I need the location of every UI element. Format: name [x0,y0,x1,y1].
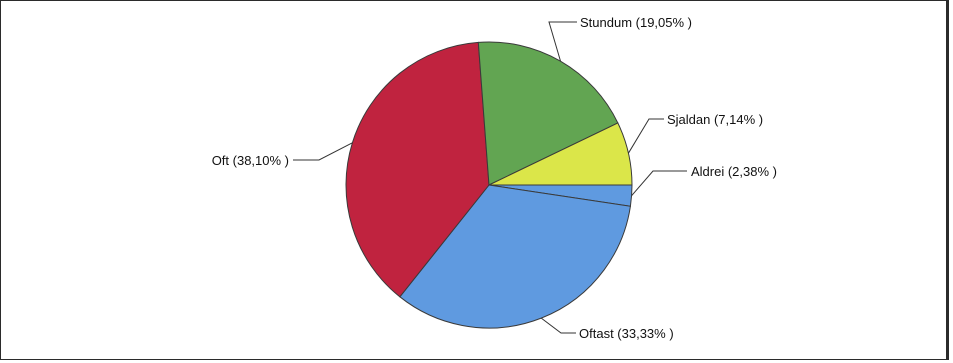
leader-oft [293,142,353,161]
slice-oft [345,41,490,298]
label-oft: Oft (38,10% ) [212,153,289,168]
leader-stundum [548,21,577,62]
slice-oftast [399,184,631,329]
leader-aldrei [631,170,687,197]
label-stundum: Stundum (19,05% ) [580,15,692,30]
slice-stundum [477,41,619,186]
label-sjaldan: Sjaldan (7,14% ) [667,112,763,127]
slice-labels: Aldrei (2,38% ) Oftast (33,33% ) Oft (38… [212,15,777,341]
pie-slices [345,41,633,329]
leader-lines [293,21,687,334]
label-aldrei: Aldrei (2,38% ) [691,164,777,179]
leader-sjaldan [627,118,664,154]
label-oftast: Oftast (33,33% ) [579,326,674,341]
leader-oftast [540,317,576,334]
slice-sjaldan [488,122,633,186]
